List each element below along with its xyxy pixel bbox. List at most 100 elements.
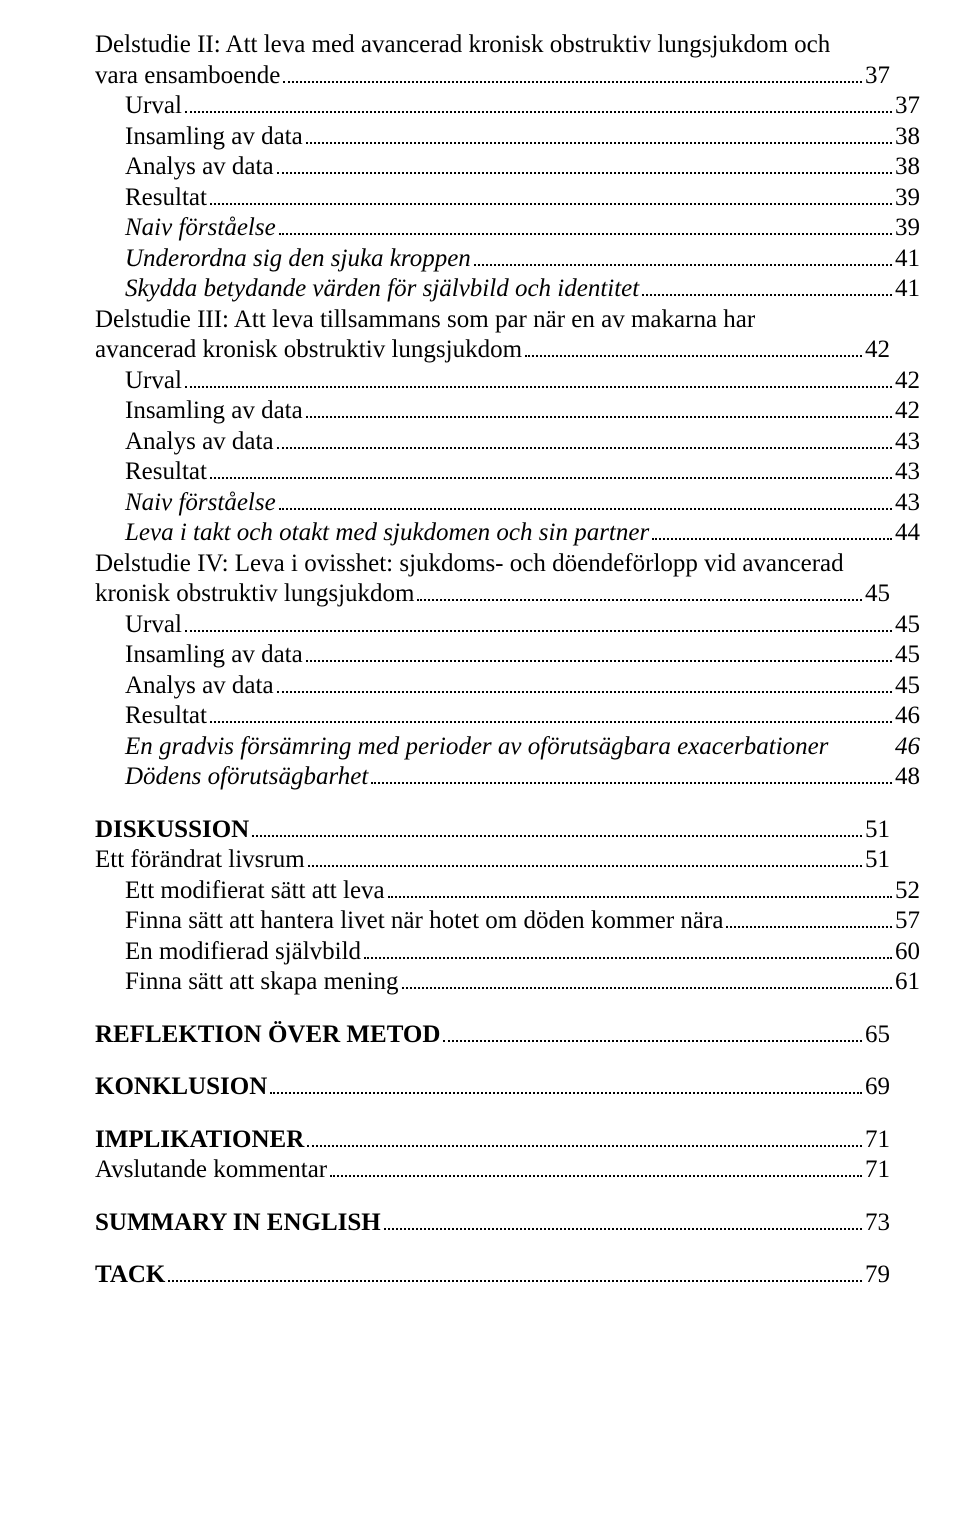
toc-entry-text: Leva i takt och otakt med sjukdomen och … (125, 518, 649, 549)
dot-leader (185, 92, 892, 113)
dot-leader (307, 1126, 862, 1147)
dot-leader (279, 214, 892, 235)
toc-entry-text: vara ensamboende (95, 61, 280, 92)
toc-page-number: 71 (865, 1155, 890, 1186)
toc-entry-text: Resultat (125, 701, 207, 732)
toc-entry-text: Dödens oförutsägbarhet (125, 762, 368, 793)
toc-entry: Analys av data 45 (95, 671, 920, 702)
toc-page-number: 43 (895, 427, 920, 458)
toc-entry-text: Naiv förståelse (125, 213, 276, 244)
toc-entry-text: Avslutande kommentar (95, 1155, 327, 1186)
toc-entry: Ett förändrat livsrum51 (95, 845, 890, 876)
toc-page-number: 69 (865, 1072, 890, 1103)
toc-entry: Finna sätt att hantera livet när hotet o… (95, 906, 920, 937)
dot-leader (168, 1261, 862, 1282)
dot-leader (330, 1156, 862, 1177)
toc-entry: Delstudie II: Att leva med avancerad kro… (95, 30, 890, 91)
table-of-contents: Delstudie II: Att leva med avancerad kro… (95, 30, 890, 1291)
toc-entry: Urval 37 (95, 91, 920, 122)
toc-page-number: 45 (895, 610, 920, 641)
toc-entry-text: En modifierad självbild (125, 937, 361, 968)
toc-page-number: 45 (895, 671, 920, 702)
dot-leader (474, 245, 892, 266)
toc-entry: Underordna sig den sjuka kroppen41 (95, 244, 920, 275)
toc-page-number: 38 (895, 152, 920, 183)
dot-leader (443, 1021, 862, 1042)
toc-entry-text: Naiv förståelse (125, 488, 276, 519)
toc-entry-text: kronisk obstruktiv lungsjukdom (95, 579, 414, 610)
toc-entry-text: REFLEKTION ÖVER METOD (95, 1020, 440, 1051)
dot-leader (270, 1073, 862, 1094)
toc-page-number: 45 (895, 640, 920, 671)
toc-entry-text: Urval (125, 610, 182, 641)
toc-entry-text: Delstudie II: Att leva med avancerad kro… (95, 30, 890, 61)
dot-leader (417, 580, 862, 601)
toc-entry: TACK 79 (95, 1260, 890, 1291)
dot-leader (525, 336, 862, 357)
toc-page-number: 45 (865, 579, 890, 610)
toc-page-number: 42 (895, 396, 920, 427)
dot-leader (185, 367, 892, 388)
toc-entry-text: Resultat (125, 457, 207, 488)
toc-entry-text: Delstudie IV: Leva i ovisshet: sjukdoms-… (95, 549, 890, 580)
dot-leader (277, 428, 892, 449)
toc-page-number: 37 (895, 91, 920, 122)
toc-entry: IMPLIKATIONER71 (95, 1125, 890, 1156)
toc-entry-text: TACK (95, 1260, 165, 1291)
toc-page-number: 51 (865, 845, 890, 876)
toc-entry-text: Resultat (125, 183, 207, 214)
toc-entry: Resultat 43 (95, 457, 920, 488)
toc-page-number: 65 (865, 1020, 890, 1051)
toc-page-number: 79 (865, 1260, 890, 1291)
dot-leader (185, 611, 892, 632)
toc-page-number: 37 (865, 61, 890, 92)
dot-leader (306, 641, 892, 662)
toc-entry-text: Analys av data (125, 427, 274, 458)
toc-page-number: 61 (895, 967, 920, 998)
toc-entry-text: Insamling av data (125, 640, 303, 671)
toc-page-number: 42 (895, 366, 920, 397)
toc-entry: Skydda betydande värden för självbild oc… (95, 274, 920, 305)
dot-leader (652, 519, 892, 540)
toc-entry: Finna sätt att skapa mening61 (95, 967, 920, 998)
toc-entry-text: Urval (125, 91, 182, 122)
dot-leader (306, 123, 892, 144)
toc-page-number: 41 (895, 244, 920, 275)
toc-page-number: 43 (895, 457, 920, 488)
dot-leader (306, 397, 892, 418)
toc-entry: DISKUSSION51 (95, 815, 890, 846)
toc-entry-text: Urval (125, 366, 182, 397)
dot-leader (279, 489, 892, 510)
toc-entry: SUMMARY IN ENGLISH73 (95, 1208, 890, 1239)
dot-leader (210, 458, 892, 479)
toc-entry-text: Insamling av data (125, 396, 303, 427)
toc-entry: KONKLUSION 69 (95, 1072, 890, 1103)
toc-page-number: 46 (895, 701, 920, 732)
toc-entry: Naiv förståelse39 (95, 213, 920, 244)
toc-page-number: 52 (895, 876, 920, 907)
toc-entry-text: Analys av data (125, 671, 274, 702)
dot-leader (364, 938, 892, 959)
toc-entry-text: Ett modifierat sätt att leva (125, 876, 385, 907)
toc-entry: Ett modifierat sätt att leva 52 (95, 876, 920, 907)
toc-entry: Analys av data38 (95, 152, 920, 183)
dot-leader (388, 877, 892, 898)
toc-entry: REFLEKTION ÖVER METOD 65 (95, 1020, 890, 1051)
toc-entry-text: Skydda betydande värden för självbild oc… (125, 274, 639, 305)
dot-leader (210, 184, 892, 205)
toc-entry-text: Delstudie III: Att leva tillsammans som … (95, 305, 890, 336)
toc-page-number: 60 (895, 937, 920, 968)
dot-leader (726, 907, 892, 928)
toc-entry: Insamling av data 42 (95, 396, 920, 427)
toc-entry: Insamling av data 45 (95, 640, 920, 671)
toc-entry: En modifierad självbild 60 (95, 937, 920, 968)
toc-entry-text: IMPLIKATIONER (95, 1125, 304, 1156)
dot-leader (277, 153, 892, 174)
dot-leader (384, 1209, 862, 1230)
toc-entry: Leva i takt och otakt med sjukdomen och … (95, 518, 920, 549)
toc-page-number: 48 (895, 762, 920, 793)
toc-entry: Resultat 46 (95, 701, 920, 732)
toc-entry: Urval 45 (95, 610, 920, 641)
toc-entry-text: KONKLUSION (95, 1072, 267, 1103)
toc-page-number: 39 (895, 183, 920, 214)
